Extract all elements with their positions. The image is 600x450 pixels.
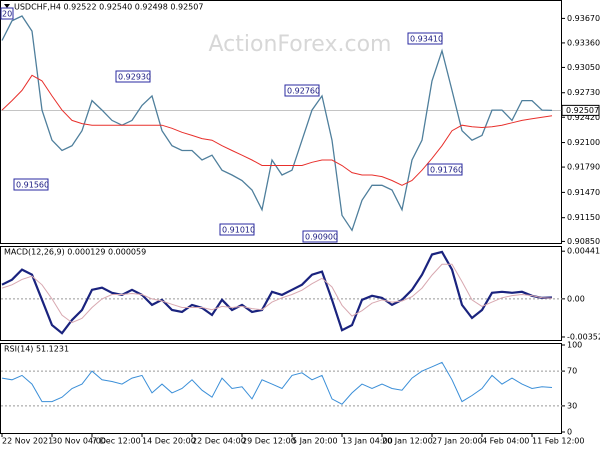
last-price-label: 0.92507 [566,106,599,115]
series-line [1,361,553,405]
y-tick-label: 30 [567,401,577,410]
x-tick-label: 14 Dec 20:00 [142,437,196,446]
macd-panel [0,246,562,341]
x-tick-label: 27 Jan 20:00 [432,437,483,446]
rsi-panel [0,343,562,434]
macd-title: MACD(12,26,9) 0.000129 0.000059 [4,248,146,257]
edge-label-box [0,7,14,20]
price-annotation-box [407,32,443,45]
x-tick-label: 22 Dec 04:00 [192,437,246,446]
y-tick-label: 0.91790 [567,163,600,172]
y-tick-label: 0.91150 [567,213,600,222]
y-tick-label: 70 [567,367,577,376]
y-tick-label: 0.93670 [567,14,600,23]
edge-label: 20 [2,10,12,19]
price-annotation-box [115,70,151,83]
price-annotation: 0.93410 [410,35,443,44]
y-tick-label: 0.92420 [567,113,600,122]
price-annotation-box [302,230,338,243]
y-tick-label: -0.003528 [567,332,600,341]
series-line [1,263,553,324]
price-annotation: 0.91760 [430,166,463,175]
price-annotation: 0.92760 [287,87,320,96]
y-tick-label: 0.92730 [567,88,600,97]
y-tick-label: 0.93360 [567,38,600,47]
x-tick-label: 7 Dec 12:00 [92,437,141,446]
y-tick-label: 0.90850 [567,237,600,246]
x-tick-label: 22 Nov 2021 [2,437,53,446]
x-tick-label: 29 Dec 12:00 [242,437,296,446]
x-tick-label: 30 Nov 04:00 [52,437,106,446]
price-panel [0,0,562,244]
series-line [1,74,553,186]
series-line [1,250,553,335]
watermark: ActionForex.com [209,32,392,57]
price-annotation: 0.92930 [118,73,151,82]
y-tick-label: 100 [567,341,582,350]
last-price-box [561,104,600,116]
rsi-title: RSI(14) 51.1231 [4,345,69,354]
y-tick-label: 0.92100 [567,138,600,147]
x-tick-label: 20 Jan 12:00 [382,437,433,446]
x-tick-label: 5 Jan 20:00 [292,437,338,446]
price-annotation-box [427,163,463,176]
menu-arrow [4,4,10,8]
x-tick-label: 13 Jan 04:00 [342,437,393,446]
y-tick-label: 0.93050 [567,63,600,72]
y-tick-label: 0.004412 [567,247,600,256]
chart-title: USDCHF,H4 0.92522 0.92540 0.92498 0.9250… [14,3,203,12]
x-tick-label: 4 Feb 04:00 [482,437,529,446]
price-annotation: 0.90900 [305,233,338,242]
y-tick-label: 0.91470 [567,188,600,197]
series-line [1,15,553,232]
price-annotation-box [219,223,255,236]
price-annotation: 0.91560 [16,181,49,190]
y-tick-label: 0 [567,428,572,437]
y-tick-label: 0.00 [567,294,585,303]
x-tick-label: 11 Feb 12:00 [532,437,584,446]
price-annotation-box [284,84,320,97]
price-annotation: 0.91010 [222,226,255,235]
price-annotation-box [13,178,49,191]
